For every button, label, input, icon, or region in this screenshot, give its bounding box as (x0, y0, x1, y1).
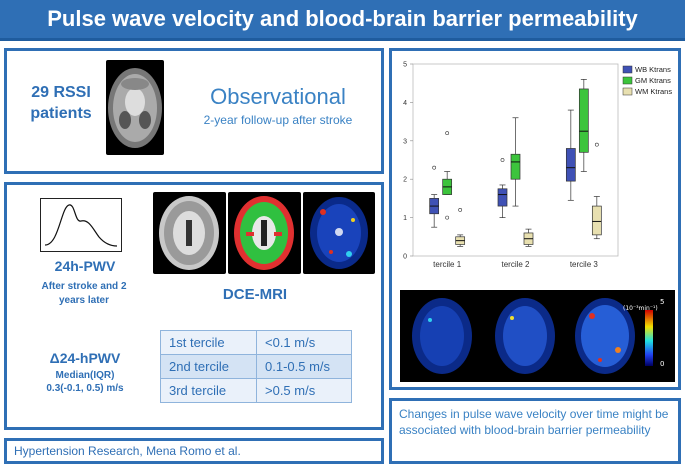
table-row: 3rd tercile >0.5 m/s (160, 378, 352, 403)
page-title: Pulse wave velocity and blood-brain barr… (47, 6, 638, 31)
y-tick-label: 2 (403, 177, 407, 184)
outlier-point (445, 215, 450, 220)
colorbar-max: 5 (660, 298, 665, 306)
outlier-point (594, 142, 599, 147)
outlier-point (445, 131, 450, 136)
delta-pwv-median-value: 0.3(-0.1, 0.5) m/s (46, 383, 124, 394)
mri-t1-image (153, 192, 226, 274)
outlier-point (500, 158, 505, 162)
colorbar-min: 0 (660, 360, 665, 368)
conclusion-text: Changes in pulse wave velocity over time… (399, 407, 669, 437)
brain-mri-image (106, 60, 164, 155)
study-panel (4, 48, 384, 174)
dce-mri-label: DCE-MRI (222, 286, 288, 303)
y-tick-label: 3 (403, 138, 407, 145)
x-tick-label: tercile 3 (570, 260, 599, 269)
box (510, 153, 521, 180)
followup-text: 2-year follow-up after stroke (203, 113, 353, 127)
tercile-name: 3rd tercile (160, 378, 257, 403)
tercile-name: 1st tercile (160, 330, 257, 355)
y-tick-label: 1 (403, 215, 407, 222)
box (565, 148, 576, 182)
pwv-description: After stroke and 2 years later (41, 281, 127, 306)
header-bar: Pulse wave velocity and blood-brain barr… (0, 0, 685, 41)
delta-pwv-median-label: Median(IQR) (55, 370, 115, 381)
box (578, 88, 589, 153)
colorbar-maps (400, 290, 675, 382)
ktrans-boxplot-chart: 0 1 2 3 4 5 tercile 1 tercile 2 tercile 3 WB Ktra… (403, 62, 672, 270)
citation-text: Hypertension Research, Mena Romo et al. (14, 444, 241, 458)
tercile-range: 0.1-0.5 m/s (256, 354, 352, 379)
tercile-range: >0.5 m/s (256, 378, 352, 403)
pwv-waveform-icon (40, 198, 122, 252)
x-tick-label: tercile 1 (433, 260, 462, 269)
x-tick-label: tercile 2 (501, 260, 530, 269)
legend-swatch (622, 87, 633, 96)
legend-label: WM Ktrans (635, 87, 672, 96)
legend-swatch (622, 65, 633, 74)
box (591, 205, 602, 236)
outlier-point (458, 208, 463, 212)
citation-panel (4, 438, 384, 464)
box (497, 188, 508, 207)
delta-pwv-title: Δ24-hPWV (49, 350, 121, 366)
legend-label: GM Ktrans (635, 76, 671, 85)
legend-swatch (622, 76, 633, 85)
y-tick-label: 5 (403, 62, 407, 69)
table-row: 2nd tercile 0.1-0.5 m/s (160, 354, 352, 379)
conclusion-panel (389, 398, 681, 464)
patient-count-label: 29 RSSI patients (30, 84, 92, 122)
pwv-title: 24h-PWV (54, 258, 116, 274)
colorbar-unit: (10⁻³min⁻¹) (623, 305, 658, 312)
y-tick-label: 0 (403, 254, 407, 261)
tercile-range: <0.1 m/s (256, 330, 352, 355)
colorbar (645, 310, 653, 366)
legend-label: WB Ktrans (635, 65, 671, 74)
mri-segmentation-image (228, 192, 301, 274)
tercile-table: 1st tercile <0.1 m/s 2nd tercile 0.1-0.5… (160, 330, 352, 403)
y-tick-label: 4 (403, 100, 407, 107)
study-type-title: Observational (210, 84, 346, 109)
outlier-point (432, 165, 437, 170)
tercile-name: 2nd tercile (160, 354, 257, 379)
table-row: 1st tercile <0.1 m/s (160, 330, 352, 355)
ktrans-map-image (303, 192, 375, 274)
